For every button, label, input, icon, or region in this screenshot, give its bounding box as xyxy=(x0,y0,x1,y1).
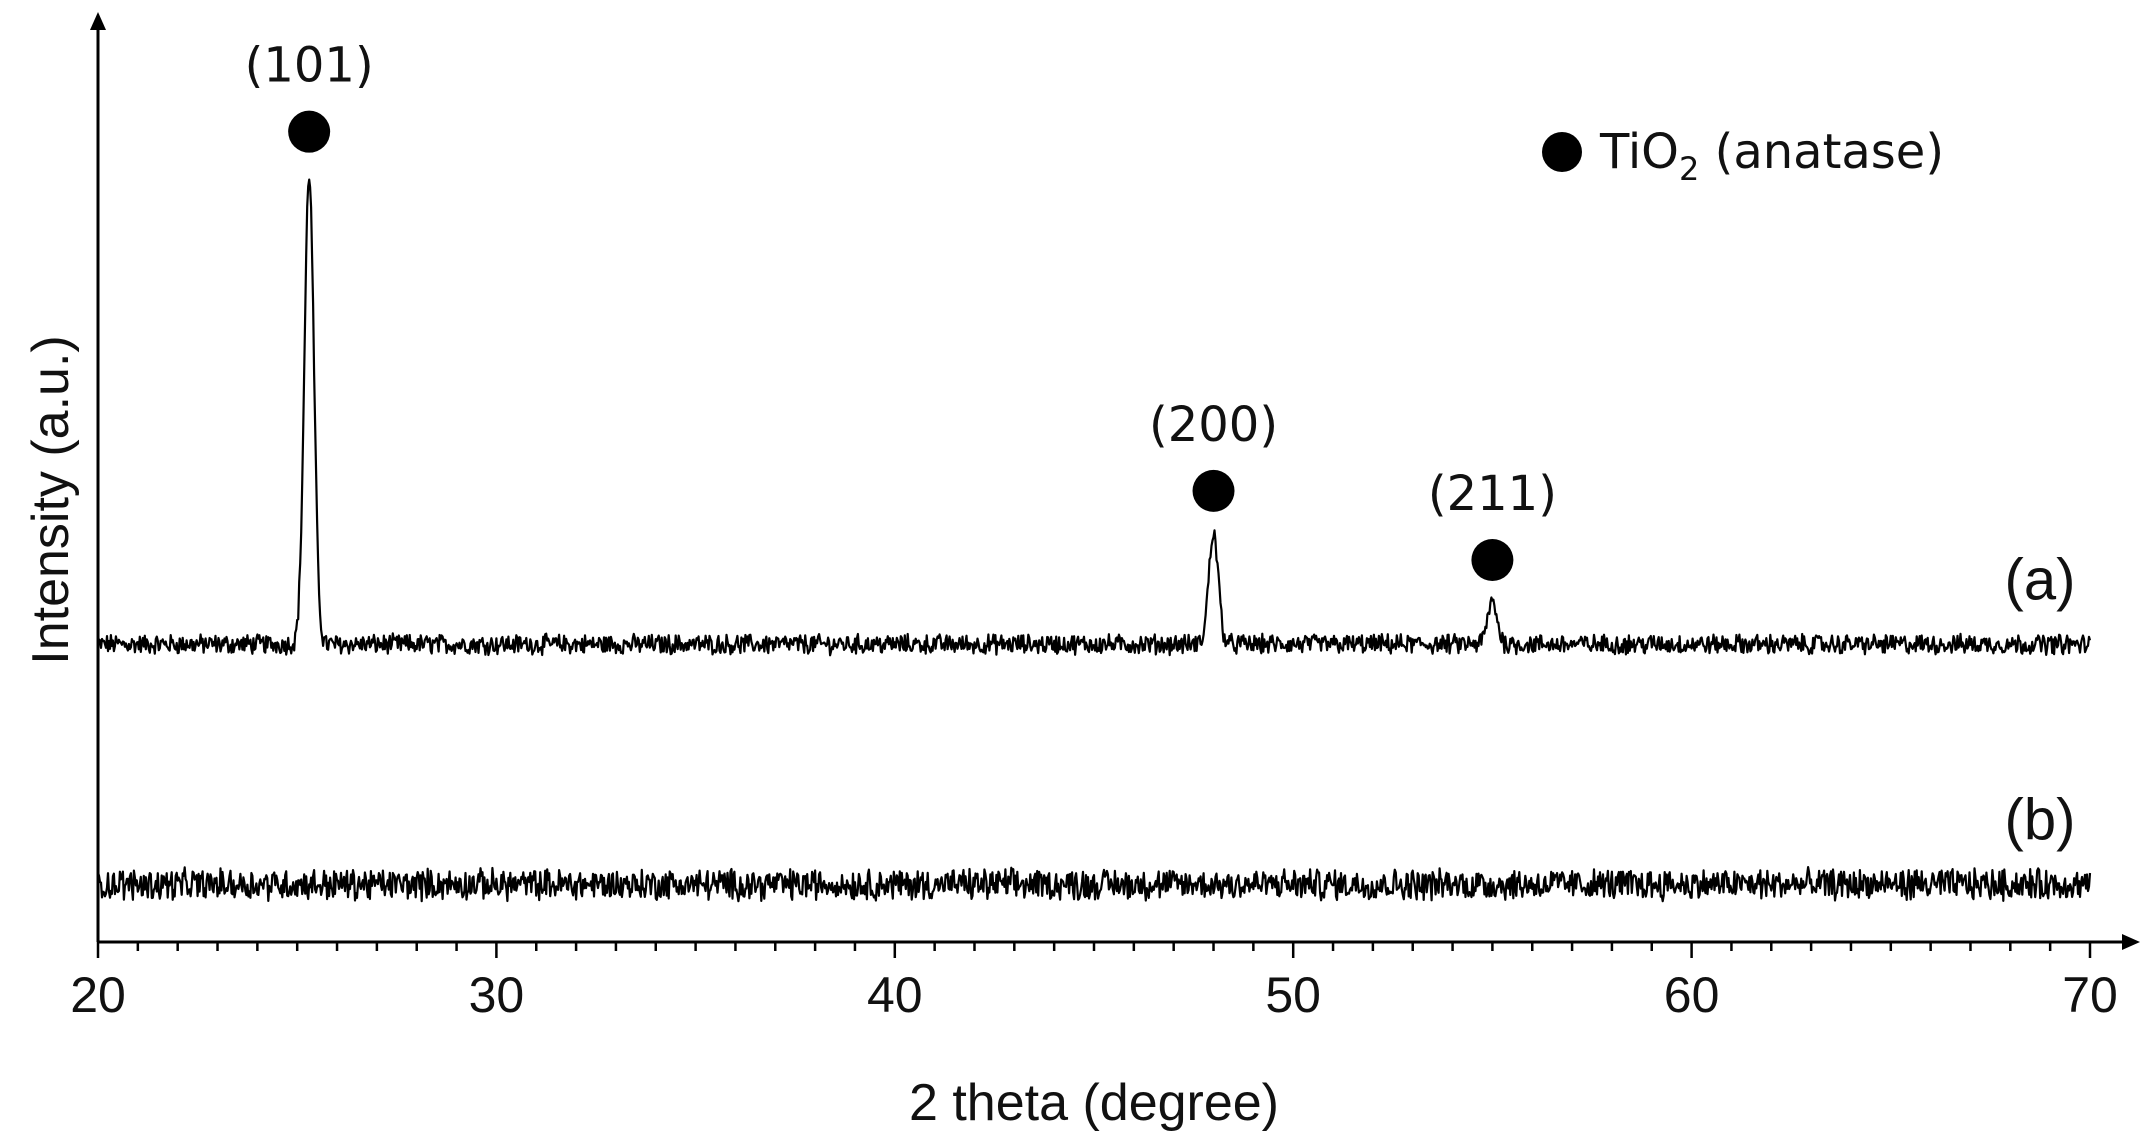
x-tick-label: 70 xyxy=(2062,967,2118,1023)
legend-text-sub: 2 xyxy=(1679,150,1699,188)
legend-text-tail: (anatase) xyxy=(1699,124,1944,180)
series-b-line xyxy=(96,866,2092,903)
x-tick-label: 60 xyxy=(1664,967,1720,1023)
axes xyxy=(90,12,2140,950)
legend-marker-icon xyxy=(1542,132,1582,172)
x-tick-label: 20 xyxy=(70,967,126,1023)
y-axis-arrow-icon xyxy=(90,12,106,30)
x-tick-label: 50 xyxy=(1265,967,1321,1023)
legend: TiO2 (anatase) xyxy=(1542,124,1944,188)
x-tick-label: 40 xyxy=(867,967,923,1023)
legend-text: TiO2 (anatase) xyxy=(1599,124,1944,188)
legend-text-main: TiO xyxy=(1599,124,1679,180)
x-axis-title: 2 theta (degree) xyxy=(909,1074,1279,1132)
x-tick-label: 30 xyxy=(469,967,525,1023)
x-ticks: 20 30 40 50 60 70 xyxy=(70,942,2118,1023)
series-label: (b) xyxy=(2005,787,2076,852)
peak-label: (211) xyxy=(1428,466,1557,522)
peak-label: (101) xyxy=(245,38,374,94)
peak-marker-icon xyxy=(1192,469,1235,512)
y-axis-title: Intensity (a.u.) xyxy=(22,335,80,664)
series-label: (a) xyxy=(2005,547,2076,612)
peak-annotations: (a) (101) (200) (211) (b) xyxy=(245,38,2076,853)
peak-marker-icon xyxy=(1471,539,1514,582)
traces xyxy=(96,178,2092,903)
series-a-line xyxy=(96,178,2092,657)
peak-label: (200) xyxy=(1149,397,1278,453)
peak-marker-icon xyxy=(288,110,331,153)
x-axis-arrow-icon xyxy=(2122,934,2140,950)
